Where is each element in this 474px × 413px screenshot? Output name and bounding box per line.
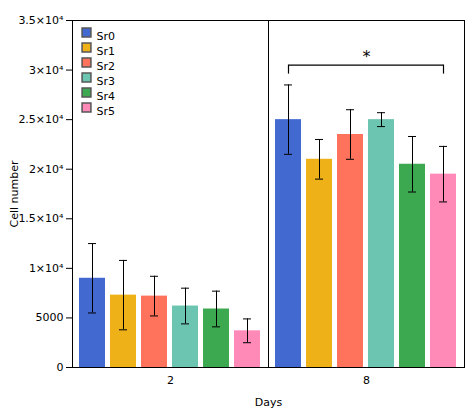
svg-text:Sr2: Sr2 — [97, 60, 116, 73]
svg-text:1×10⁴: 1×10⁴ — [29, 262, 64, 275]
svg-text:Cell number: Cell number — [8, 160, 21, 227]
svg-text:0: 0 — [57, 361, 64, 374]
svg-text:Sr4: Sr4 — [97, 90, 116, 103]
svg-text:Sr5: Sr5 — [97, 105, 116, 118]
svg-text:2.5×10⁴: 2.5×10⁴ — [18, 113, 64, 126]
svg-text:Sr3: Sr3 — [97, 75, 116, 88]
svg-text:*: * — [363, 47, 371, 66]
svg-text:Sr0: Sr0 — [97, 30, 116, 43]
svg-text:5000: 5000 — [36, 311, 64, 324]
svg-text:3.5×10⁴: 3.5×10⁴ — [18, 14, 64, 27]
svg-text:1.5×10⁴: 1.5×10⁴ — [18, 212, 64, 225]
svg-text:3×10⁴: 3×10⁴ — [29, 64, 64, 77]
svg-text:8: 8 — [363, 374, 370, 387]
svg-text:Sr1: Sr1 — [97, 45, 116, 58]
svg-text:Days: Days — [255, 396, 283, 409]
svg-text:2×10⁴: 2×10⁴ — [29, 163, 64, 176]
svg-text:2: 2 — [167, 374, 174, 387]
